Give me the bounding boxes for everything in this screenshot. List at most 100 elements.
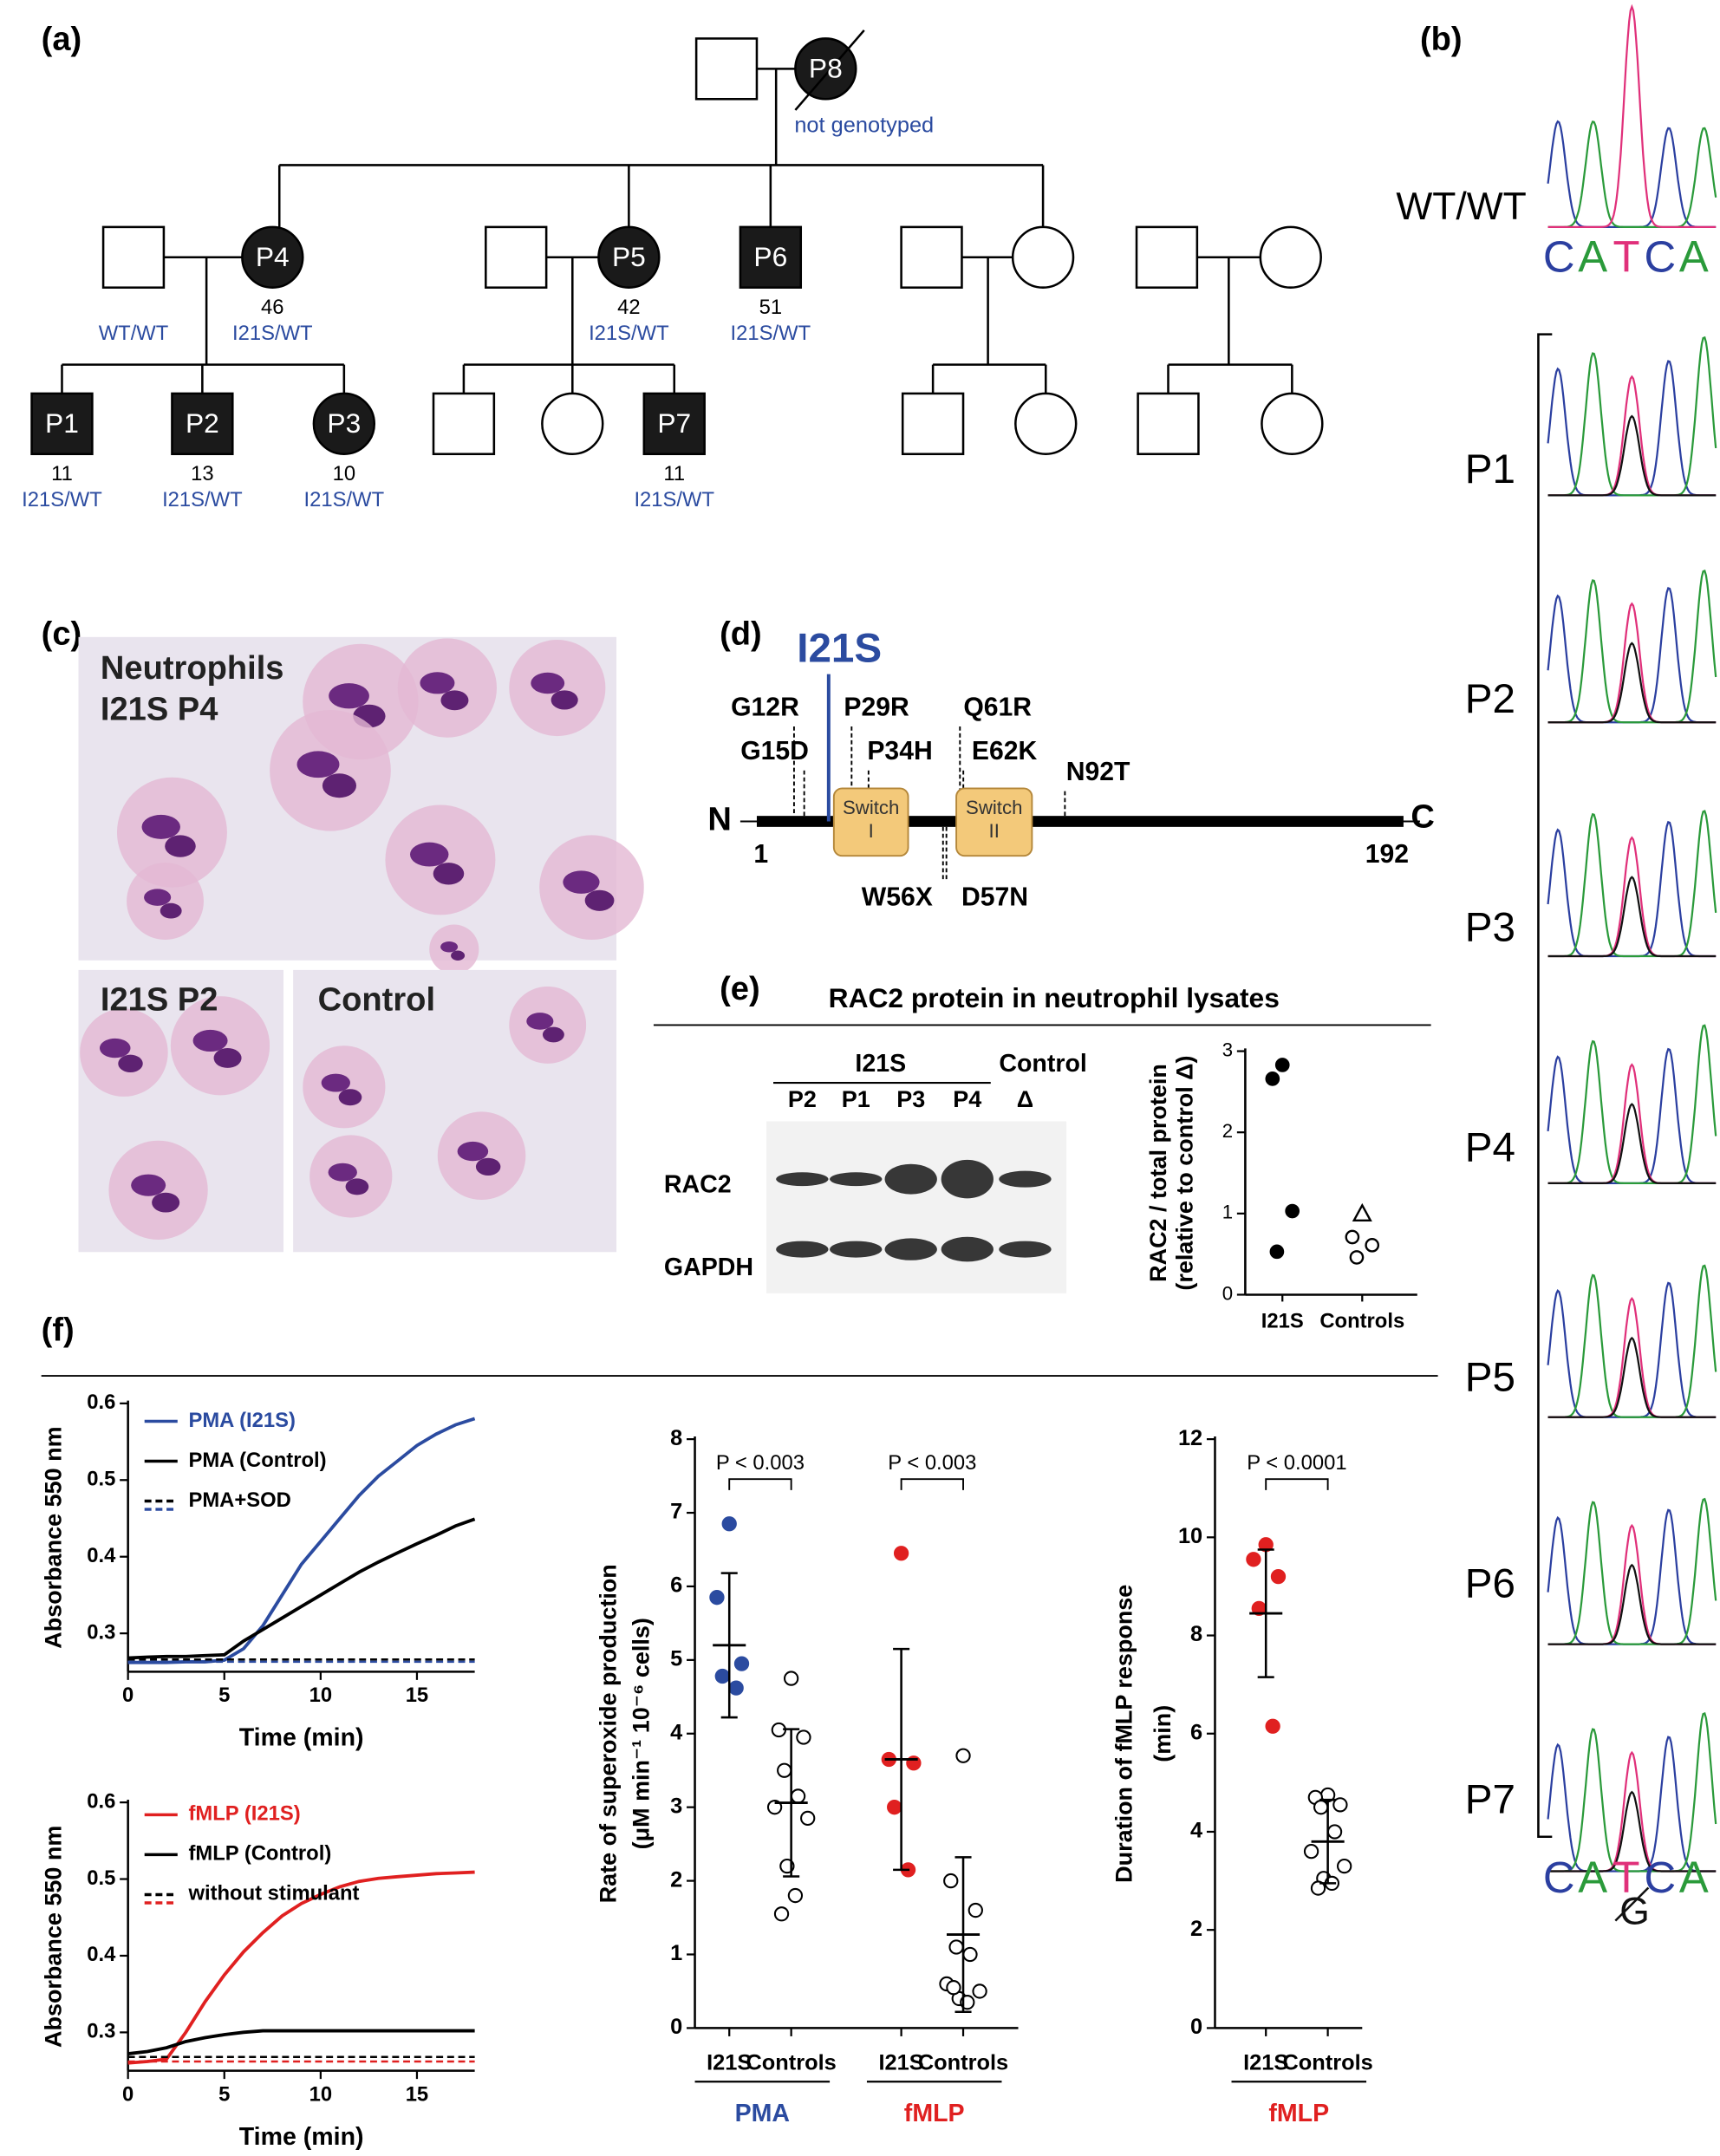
trace xyxy=(1547,1103,1717,1185)
sample-label: P4 xyxy=(1465,1124,1515,1170)
domain-label: Switch xyxy=(843,797,899,818)
panel-label: (e) xyxy=(720,971,760,1007)
nucleus xyxy=(214,1048,242,1068)
y-axis-label: Rate of superoxide production xyxy=(595,1564,621,1903)
pedigree-female xyxy=(1261,392,1324,456)
pedigree-label: P7 xyxy=(657,407,691,439)
data-point xyxy=(1265,1718,1280,1734)
micrograph-label: Neutrophils xyxy=(101,650,284,687)
pedigree-male xyxy=(432,392,496,456)
nucleus xyxy=(131,1175,166,1196)
nucleus xyxy=(160,903,182,919)
band xyxy=(941,1236,994,1262)
y-tick-label: 8 xyxy=(670,1426,682,1450)
error-bar xyxy=(1257,1548,1274,1678)
base-call: C xyxy=(1543,1853,1575,1902)
category-label: I21S xyxy=(1243,2050,1288,2075)
variant-label: I21S xyxy=(797,625,882,671)
band xyxy=(830,1172,883,1187)
data-point xyxy=(946,1980,961,1996)
pedigree-female xyxy=(1014,392,1078,456)
data-point xyxy=(721,1516,737,1532)
y-tick-label: 2 xyxy=(1222,1120,1233,1142)
reference-label: WT/WT xyxy=(1396,186,1526,228)
data-point xyxy=(887,1800,902,1815)
micrograph-label: I21S P2 xyxy=(101,981,218,1018)
trace xyxy=(1547,120,1717,228)
pedigree-age: 51 xyxy=(759,296,782,319)
legend-label: fMLP (Control) xyxy=(188,1842,331,1866)
trace xyxy=(1547,1497,1717,1645)
band xyxy=(999,1170,1052,1188)
x-tick-label: 0 xyxy=(122,2082,134,2106)
data-point xyxy=(968,1902,983,1918)
data-point xyxy=(796,1729,811,1745)
domain-label: Switch xyxy=(966,797,1022,818)
band xyxy=(999,1241,1052,1258)
base-call: C xyxy=(1543,231,1575,281)
nucleus xyxy=(531,673,564,694)
data-point xyxy=(1265,1071,1280,1086)
x-tick-label: 5 xyxy=(218,2082,230,2106)
data-point xyxy=(893,1546,909,1561)
data-point xyxy=(1345,1229,1360,1245)
group-label: fMLP xyxy=(1268,2100,1329,2127)
category-label: Controls xyxy=(918,2050,1008,2075)
group-label: PMA xyxy=(735,2100,790,2127)
mutation-label: D57N xyxy=(961,883,1028,911)
pedigree-male xyxy=(900,225,963,289)
data-point xyxy=(1303,1843,1319,1860)
data-point xyxy=(773,1906,790,1922)
band xyxy=(830,1241,883,1258)
blot-group: I21S xyxy=(855,1050,906,1078)
category-label: I21S xyxy=(1261,1309,1304,1332)
category-label: Controls xyxy=(1319,1309,1404,1332)
panel-label: (c) xyxy=(42,616,82,652)
y-tick-label: 2 xyxy=(1190,1917,1202,1941)
y-tick-label: 0.4 xyxy=(87,1943,116,1966)
data-point xyxy=(1274,1058,1290,1072)
y-axis-label: Absorbance 550 nm xyxy=(41,1426,67,1648)
data-point xyxy=(1270,1568,1287,1585)
pedigree-female xyxy=(312,392,376,456)
nucleus xyxy=(585,890,615,911)
y-tick-label: 5 xyxy=(670,1647,682,1671)
data-point xyxy=(1365,1238,1380,1253)
pedigree-male xyxy=(694,37,759,101)
pedigree-genotype: WT/WT xyxy=(99,322,169,345)
domain-label: I xyxy=(869,820,874,842)
pedigree-age: 11 xyxy=(51,462,73,485)
y-tick-label: 4 xyxy=(1190,1819,1202,1843)
nucleus xyxy=(563,870,599,894)
y-tick-label: 0.6 xyxy=(87,1789,115,1813)
nucleus xyxy=(551,690,578,709)
base-call: C xyxy=(1645,1853,1677,1902)
nucleus xyxy=(420,672,454,694)
pedigree-lines xyxy=(61,68,1293,394)
y-axis-label: Duration of fMLP response xyxy=(1111,1585,1137,1883)
nucleus xyxy=(142,815,180,839)
pedigree-genotype: I21S/WT xyxy=(634,488,714,511)
data-point xyxy=(709,1590,725,1606)
data-point xyxy=(800,1810,816,1827)
legend-label: PMA+SOD xyxy=(188,1488,290,1512)
trace xyxy=(1547,876,1717,958)
data-point xyxy=(1337,1858,1352,1874)
mutation-label: N92T xyxy=(1066,758,1130,786)
y-axis-label: RAC2 / total protein xyxy=(1145,1064,1171,1282)
pedigree-female xyxy=(1011,225,1075,289)
group-label: fMLP xyxy=(904,2100,965,2127)
cells xyxy=(303,987,586,1218)
x-tick-label: 10 xyxy=(309,1684,332,1707)
series-line xyxy=(127,1870,475,2065)
comparison-label: P < 0.003 xyxy=(888,1451,976,1475)
sample-label: P6 xyxy=(1465,1561,1515,1607)
pedigree-genotype: I21S/WT xyxy=(232,322,313,345)
nucleus xyxy=(440,941,458,953)
pedigree-female xyxy=(241,225,304,289)
data-point xyxy=(972,1983,987,1999)
pedigree-genotype: I21S/WT xyxy=(304,488,385,511)
pedigree-female xyxy=(794,37,857,101)
y-tick-label: 0.5 xyxy=(87,1468,115,1491)
